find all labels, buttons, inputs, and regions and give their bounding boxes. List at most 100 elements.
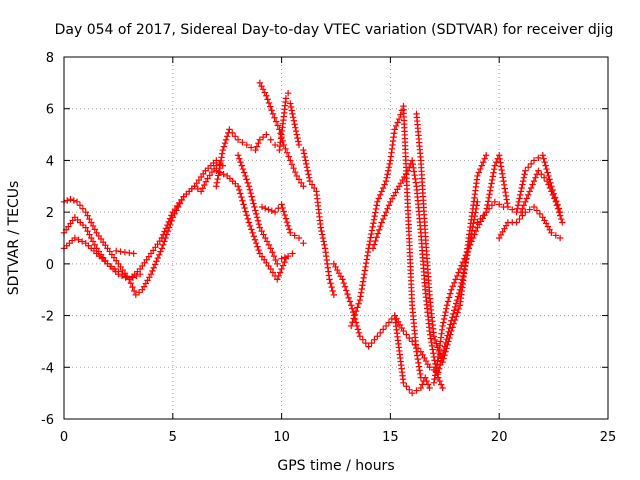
data-point-interp	[386, 160, 393, 168]
data-point-interp	[434, 344, 441, 351]
data-point-interp	[379, 326, 387, 333]
data-point-interp	[216, 169, 224, 176]
data-point-interp	[484, 198, 492, 205]
data-point-interp	[284, 222, 292, 229]
data-point	[400, 327, 407, 335]
data-point-interp	[424, 381, 432, 388]
data-point-interp	[275, 272, 282, 280]
data-point-interp	[265, 241, 273, 249]
data-point-interp	[318, 227, 325, 235]
data-point	[113, 247, 120, 255]
data-point-interp	[488, 180, 495, 187]
data-point	[265, 206, 272, 213]
data-point-interp	[107, 263, 115, 270]
data-point	[530, 203, 538, 211]
data-point	[404, 167, 412, 174]
data-point	[548, 229, 555, 237]
data-point	[439, 384, 446, 392]
data-point	[326, 276, 333, 283]
data-point-interp	[222, 136, 230, 143]
data-point-interp	[500, 177, 507, 185]
data-point-interp	[413, 387, 420, 394]
data-point-interp	[536, 210, 544, 218]
data-point-interp	[496, 201, 503, 208]
data-point-interp	[412, 179, 420, 186]
data-point-interp	[319, 234, 327, 242]
data-point-interp	[149, 267, 156, 275]
data-point-interp	[433, 361, 441, 368]
data-point	[284, 252, 292, 260]
data-point	[147, 271, 155, 278]
data-point	[300, 183, 307, 190]
data-point-interp	[268, 107, 275, 114]
data-point-interp	[129, 274, 137, 281]
data-point-interp	[246, 222, 254, 230]
data-point-interp	[283, 218, 291, 226]
data-point-interp	[242, 208, 249, 215]
data-point	[522, 167, 529, 174]
data-point-interp	[432, 368, 439, 375]
data-point-interp	[552, 232, 559, 239]
data-point-interp	[157, 248, 164, 255]
data-point-interp	[351, 311, 359, 319]
data-point-interp	[129, 283, 136, 291]
data-point	[530, 157, 538, 164]
data-point-interp	[91, 241, 99, 249]
data-point-interp	[499, 170, 506, 177]
data-point-interp	[453, 313, 460, 320]
data-point-interp	[84, 227, 91, 235]
data-point-interp	[546, 184, 554, 192]
data-point-interp	[497, 159, 504, 166]
data-point	[287, 229, 294, 237]
data-points	[60, 79, 566, 397]
y-tick-label: -2	[41, 310, 54, 325]
data-point	[204, 175, 211, 182]
data-point-interp	[441, 312, 448, 319]
data-point-interp	[290, 114, 297, 121]
data-point-interp	[290, 117, 298, 124]
data-point-interp	[363, 256, 370, 263]
data-point-interp	[265, 99, 273, 107]
data-point-interp	[409, 160, 416, 168]
data-point-interp	[357, 289, 365, 296]
data-point-interp	[504, 200, 511, 207]
data-point-interp	[382, 208, 390, 216]
data-point-interp	[237, 158, 244, 166]
data-point-interp	[553, 202, 561, 209]
data-point	[439, 322, 446, 330]
data-point-interp	[217, 161, 224, 168]
data-point-interp	[248, 193, 255, 200]
data-point-interp	[450, 320, 458, 327]
data-point	[426, 327, 433, 335]
data-point-interp	[519, 205, 526, 212]
data-point-interp	[240, 201, 247, 208]
data-point-interp	[126, 249, 133, 257]
data-point-interp	[359, 336, 367, 343]
data-point-interp	[377, 329, 384, 337]
data-point	[496, 152, 503, 159]
data-point-interp	[250, 200, 257, 207]
data-point	[448, 327, 455, 335]
data-point-interp	[370, 220, 377, 227]
data-point-interp	[308, 181, 316, 188]
data-point-interp	[164, 221, 171, 229]
data-point-interp	[440, 355, 447, 362]
data-point-interp	[281, 254, 289, 261]
data-point-interp	[274, 122, 281, 129]
data-point	[274, 276, 281, 283]
data-point-interp	[429, 346, 436, 353]
data-point-interp	[194, 185, 202, 193]
data-point-interp	[489, 173, 497, 180]
data-point	[252, 146, 259, 154]
data-point-interp	[379, 184, 387, 192]
data-point-interp	[444, 341, 451, 349]
data-point-interp	[481, 155, 488, 162]
data-point-interp	[255, 246, 262, 254]
data-point-interp	[217, 157, 225, 165]
data-point	[356, 333, 364, 340]
data-point-interp	[441, 352, 448, 359]
data-point-interp	[411, 172, 418, 179]
data-point	[559, 219, 566, 226]
y-tick-label: -4	[41, 361, 54, 376]
